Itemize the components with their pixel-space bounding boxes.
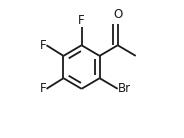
Text: F: F <box>40 39 47 52</box>
Text: F: F <box>78 14 85 27</box>
Text: Br: Br <box>118 82 131 95</box>
Text: O: O <box>113 8 122 21</box>
Text: F: F <box>40 82 47 95</box>
